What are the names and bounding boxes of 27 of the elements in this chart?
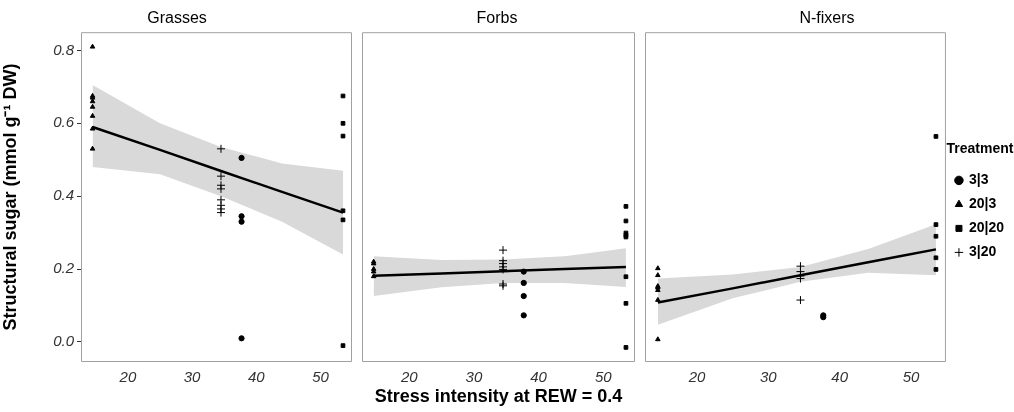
legend-title: Treatment bbox=[946, 140, 1014, 157]
x-tick-label: 50 bbox=[312, 368, 330, 386]
y-tick-label: 0.8 bbox=[53, 40, 75, 58]
x-tick-label: 50 bbox=[594, 368, 613, 386]
x-tick-label: 20 bbox=[687, 368, 707, 386]
legend-label: 20|20 bbox=[968, 219, 1005, 236]
legend-label: 20|3 bbox=[968, 195, 997, 212]
x-tick-label: 40 bbox=[831, 368, 849, 386]
x-tick-label: 30 bbox=[183, 368, 202, 386]
y-tick-label: 0.4 bbox=[53, 186, 74, 204]
x-tick-label: 30 bbox=[465, 368, 483, 386]
x-tick-label: 50 bbox=[902, 368, 920, 386]
y-tick-label: 0.6 bbox=[53, 113, 75, 131]
x-tick-label: 20 bbox=[118, 368, 137, 386]
legend-label: 3|20 bbox=[968, 243, 997, 260]
chart-title: N-fixers bbox=[799, 9, 855, 27]
chart-title: Grasses bbox=[147, 9, 207, 27]
x-tick-label: 30 bbox=[760, 368, 778, 386]
chart-title: Forbs bbox=[476, 9, 518, 27]
y-tick-label: 0.2 bbox=[53, 259, 75, 277]
x-tick-label: 40 bbox=[247, 368, 266, 386]
x-tick-label: 40 bbox=[530, 368, 548, 386]
y-axis-title: Structural sugar (mmol g⁻¹ DW) bbox=[0, 63, 20, 331]
x-axis-title: Stress intensity at REW = 0.4 bbox=[374, 386, 623, 407]
y-tick-label: 0.0 bbox=[53, 332, 75, 350]
x-tick-label: 20 bbox=[399, 368, 419, 386]
legend-label: 3|3 bbox=[968, 171, 989, 188]
